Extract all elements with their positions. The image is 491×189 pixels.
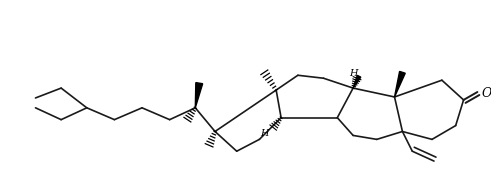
Polygon shape: [195, 83, 203, 108]
Polygon shape: [353, 75, 361, 88]
Text: H: H: [260, 129, 269, 138]
Text: H: H: [349, 69, 357, 78]
Text: O: O: [481, 87, 491, 100]
Polygon shape: [395, 71, 405, 97]
